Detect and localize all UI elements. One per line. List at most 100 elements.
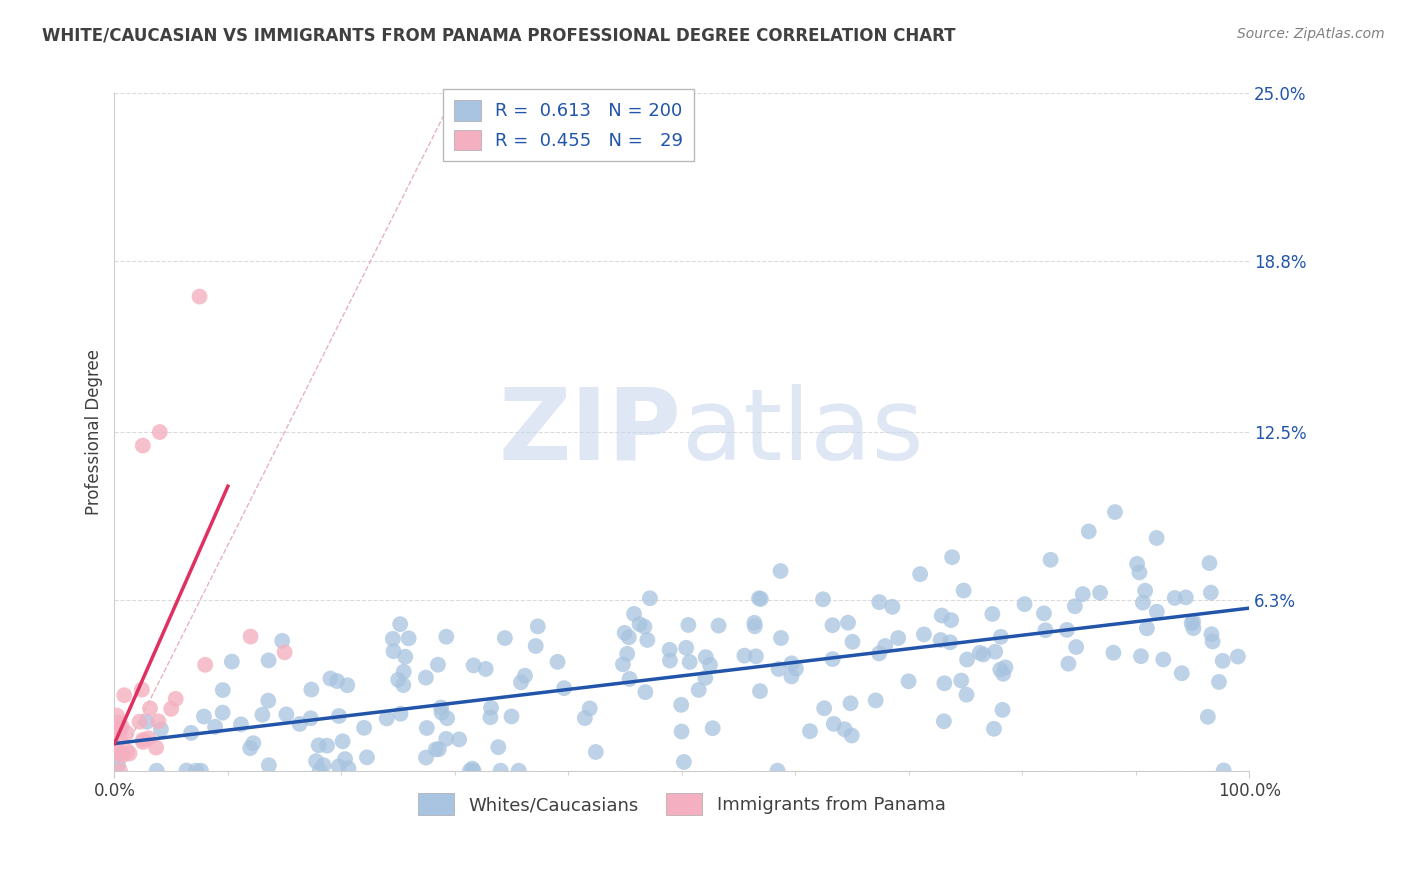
Point: [875, 639, 897, 653]
Point: [108, 764, 131, 778]
Point: [887, 631, 910, 645]
Point: [110, 723, 132, 737]
Point: [969, 646, 991, 660]
Text: WHITE/CAUCASIAN VS IMMIGRANTS FROM PANAMA PROFESSIONAL DEGREE CORRELATION CHART: WHITE/CAUCASIAN VS IMMIGRANTS FROM PANAM…: [42, 27, 956, 45]
Point: [897, 674, 920, 689]
Point: [430, 700, 453, 714]
Point: [1077, 524, 1099, 539]
Point: [211, 706, 233, 720]
Point: [131, 682, 153, 697]
Point: [392, 665, 415, 679]
Point: [190, 764, 212, 778]
Point: [501, 709, 523, 723]
Point: [416, 721, 439, 735]
Point: [1102, 646, 1125, 660]
Point: [434, 731, 457, 746]
Point: [1088, 586, 1111, 600]
Text: Source: ZipAtlas.com: Source: ZipAtlas.com: [1237, 27, 1385, 41]
Point: [398, 632, 420, 646]
Point: [823, 717, 845, 731]
Point: [748, 591, 770, 606]
Point: [108, 731, 131, 746]
Point: [526, 619, 548, 633]
Point: [613, 625, 636, 640]
Point: [1174, 591, 1197, 605]
Point: [939, 613, 962, 627]
Point: [1164, 591, 1187, 605]
Point: [865, 693, 887, 707]
Point: [1039, 553, 1062, 567]
Point: [299, 682, 322, 697]
Point: [578, 701, 600, 715]
Point: [1182, 615, 1205, 629]
Point: [678, 618, 700, 632]
Point: [461, 762, 484, 776]
Point: [574, 711, 596, 725]
Point: [188, 289, 211, 303]
Point: [118, 747, 141, 761]
Point: [780, 669, 803, 683]
Point: [436, 711, 458, 725]
Point: [148, 714, 170, 729]
Point: [394, 649, 416, 664]
Point: [628, 617, 651, 632]
Point: [1212, 654, 1234, 668]
Point: [1056, 623, 1078, 637]
Point: [1129, 649, 1152, 664]
Point: [112, 747, 135, 762]
Point: [160, 702, 183, 716]
Point: [319, 672, 342, 686]
Point: [931, 608, 953, 623]
Point: [932, 714, 955, 729]
Point: [972, 648, 994, 662]
Point: [669, 698, 692, 712]
Point: [1152, 652, 1174, 666]
Point: [658, 653, 681, 667]
Point: [952, 583, 974, 598]
Point: [1181, 616, 1204, 631]
Point: [239, 630, 262, 644]
Point: [939, 635, 962, 649]
Point: [415, 671, 437, 685]
Point: [128, 714, 150, 729]
Point: [585, 745, 607, 759]
Point: [132, 439, 155, 453]
Point: [193, 709, 215, 723]
Point: [768, 662, 790, 676]
Point: [242, 736, 264, 750]
Point: [636, 632, 658, 647]
Point: [273, 645, 295, 659]
Point: [868, 595, 890, 609]
Point: [707, 618, 730, 632]
Point: [780, 657, 803, 671]
Point: [115, 744, 138, 758]
Point: [139, 701, 162, 715]
Point: [941, 550, 963, 565]
Point: [984, 645, 1007, 659]
Point: [991, 703, 1014, 717]
Legend: Whites/Caucasians, Immigrants from Panama: Whites/Caucasians, Immigrants from Panam…: [411, 786, 953, 822]
Point: [811, 592, 834, 607]
Point: [479, 700, 502, 714]
Point: [176, 764, 198, 778]
Point: [288, 717, 311, 731]
Point: [252, 707, 274, 722]
Point: [145, 764, 167, 778]
Point: [434, 630, 457, 644]
Point: [702, 721, 724, 735]
Point: [494, 631, 516, 645]
Point: [508, 764, 530, 778]
Point: [1182, 621, 1205, 635]
Point: [486, 740, 509, 755]
Point: [1208, 675, 1230, 690]
Point: [934, 676, 956, 690]
Point: [1136, 621, 1159, 635]
Point: [257, 653, 280, 667]
Point: [326, 673, 349, 688]
Point: [145, 740, 167, 755]
Point: [912, 627, 935, 641]
Point: [745, 649, 768, 664]
Point: [132, 735, 155, 749]
Point: [489, 764, 512, 778]
Point: [1197, 710, 1219, 724]
